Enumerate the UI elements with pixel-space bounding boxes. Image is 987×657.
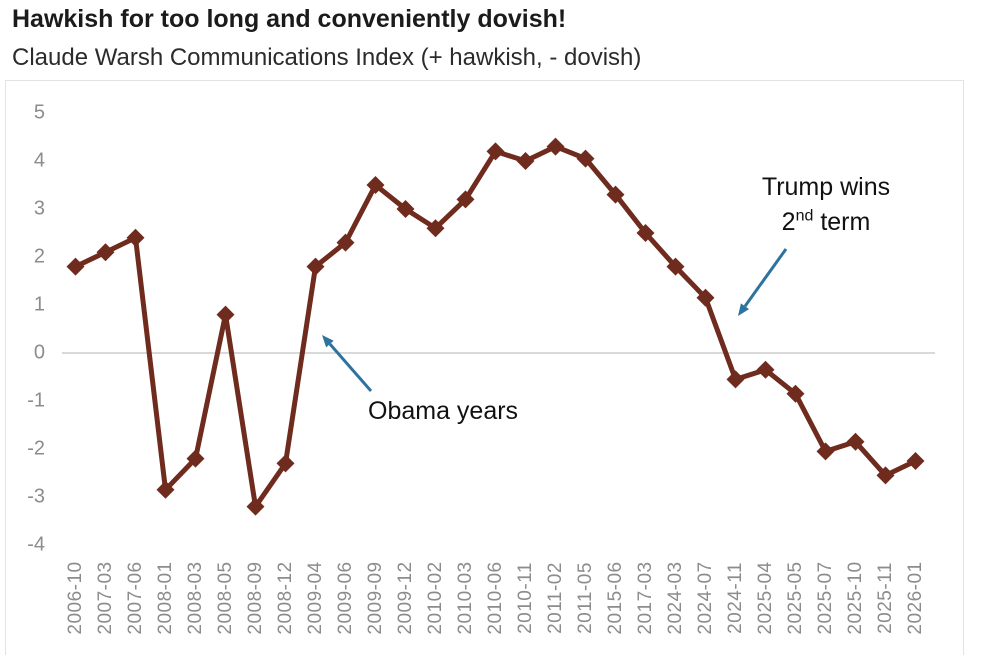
y-axis-tick-label: 2 bbox=[33, 245, 45, 268]
callout-arrow-0 bbox=[322, 335, 373, 392]
y-axis-tick-label: -4 bbox=[27, 533, 45, 556]
x-axis-tick-label: 2006-10 bbox=[64, 561, 86, 635]
data-point-marker bbox=[306, 257, 325, 276]
data-point-marker bbox=[606, 185, 625, 204]
data-point-marker bbox=[516, 152, 535, 170]
x-axis-tick-label: 2011-02 bbox=[544, 562, 566, 634]
data-point-marker bbox=[396, 200, 415, 218]
data-point-marker bbox=[456, 190, 475, 209]
data-point-marker bbox=[276, 454, 295, 473]
data-point-marker bbox=[426, 219, 445, 238]
trump-annotation-line1: Trump wins bbox=[761, 173, 891, 201]
data-point-marker bbox=[906, 452, 925, 470]
trump-line2-number: 2 bbox=[781, 208, 796, 236]
obama-years-label: Obama years bbox=[368, 397, 519, 425]
data-point-marker bbox=[546, 137, 565, 156]
x-axis-tick-label: 2008-05 bbox=[214, 561, 236, 635]
x-axis-tick-label: 2010-02 bbox=[424, 561, 446, 635]
data-point-marker bbox=[696, 288, 715, 307]
x-axis-tick-label: 2010-03 bbox=[454, 561, 476, 635]
x-axis-tick-label: 2011-05 bbox=[574, 562, 596, 634]
x-axis-tick-label: 2009-12 bbox=[394, 561, 416, 635]
x-axis-tick-label: 2025-04 bbox=[754, 561, 776, 635]
data-point-marker bbox=[726, 370, 745, 389]
y-axis-tick-label: 3 bbox=[33, 197, 45, 220]
x-axis-tick-label: 2024-11 bbox=[724, 562, 746, 634]
x-axis-tick-label: 2025-11 bbox=[874, 562, 896, 634]
chart-subtitle: Claude Warsh Communications Index (+ haw… bbox=[12, 44, 642, 71]
y-axis-tick-label: 5 bbox=[33, 101, 45, 124]
x-axis-tick-label: 2008-12 bbox=[274, 561, 296, 635]
x-axis-tick-label: 2008-03 bbox=[184, 561, 206, 635]
data-point-marker bbox=[576, 149, 595, 168]
x-axis-tick-label: 2010-06 bbox=[484, 561, 506, 635]
x-axis-tick-label: 2007-06 bbox=[124, 561, 146, 635]
y-axis-tick-label: -3 bbox=[27, 485, 45, 508]
x-axis-tick-label: 2024-07 bbox=[694, 561, 716, 635]
x-axis-tick-label: 2015-06 bbox=[604, 561, 626, 635]
arrow-shaft bbox=[328, 343, 373, 392]
x-axis-tick-label: 2009-09 bbox=[364, 561, 386, 635]
data-point-marker bbox=[66, 257, 85, 276]
y-axis-tick-label: -1 bbox=[27, 389, 45, 412]
x-axis-tick-label: 2008-09 bbox=[244, 561, 266, 635]
obama-years-annotation: Obama years bbox=[368, 394, 518, 429]
data-point-marker bbox=[636, 224, 655, 242]
arrow-head bbox=[322, 335, 334, 348]
callout-arrow-1 bbox=[738, 248, 788, 316]
data-point-marker bbox=[486, 142, 505, 161]
arrow-head bbox=[738, 303, 750, 316]
data-point-marker bbox=[216, 305, 235, 324]
trump-annotation: Trump wins 2nd term bbox=[743, 170, 909, 240]
x-axis-tick-label: 2007-03 bbox=[94, 561, 116, 635]
data-point-marker bbox=[246, 497, 265, 516]
x-axis-tick-label: 2025-10 bbox=[844, 561, 866, 635]
x-axis-tick-label: 2017-03 bbox=[634, 561, 656, 635]
data-point-marker bbox=[756, 360, 775, 379]
data-point-marker bbox=[846, 432, 865, 451]
x-axis-tick-label: 2009-04 bbox=[304, 561, 326, 635]
trump-line2-rest: term bbox=[813, 208, 871, 236]
y-axis-tick-label: -2 bbox=[27, 437, 45, 460]
plot-area-frame bbox=[5, 80, 964, 655]
data-point-marker bbox=[816, 442, 835, 461]
chart-title: Hawkish for too long and conveniently do… bbox=[12, 5, 567, 33]
y-axis-tick-label: 0 bbox=[33, 341, 45, 364]
data-point-marker bbox=[786, 384, 805, 403]
x-axis-tick-label: 2026-01 bbox=[904, 561, 926, 635]
trump-annotation-line2: 2nd term bbox=[743, 205, 909, 240]
data-point-marker bbox=[126, 228, 145, 247]
x-axis-tick-label: 2009-06 bbox=[334, 561, 356, 635]
x-axis-tick-label: 2010-11 bbox=[514, 562, 536, 634]
y-axis-tick-label: 4 bbox=[33, 149, 45, 172]
data-point-marker bbox=[336, 233, 355, 252]
arrow-shaft bbox=[743, 248, 788, 308]
y-axis-tick-label: 1 bbox=[33, 293, 45, 316]
x-axis-tick-label: 2024-03 bbox=[664, 561, 686, 635]
data-point-marker bbox=[156, 480, 175, 499]
data-point-marker bbox=[96, 243, 115, 262]
data-point-marker bbox=[876, 466, 895, 485]
trump-line2-ordinal: nd bbox=[795, 207, 814, 225]
data-point-marker bbox=[186, 449, 205, 468]
data-point-marker bbox=[366, 176, 385, 194]
data-point-marker bbox=[666, 257, 685, 276]
x-axis-tick-label: 2025-05 bbox=[784, 561, 806, 635]
x-axis-tick-label: 2025-07 bbox=[814, 561, 836, 635]
x-axis-tick-label: 2008-01 bbox=[154, 561, 176, 635]
